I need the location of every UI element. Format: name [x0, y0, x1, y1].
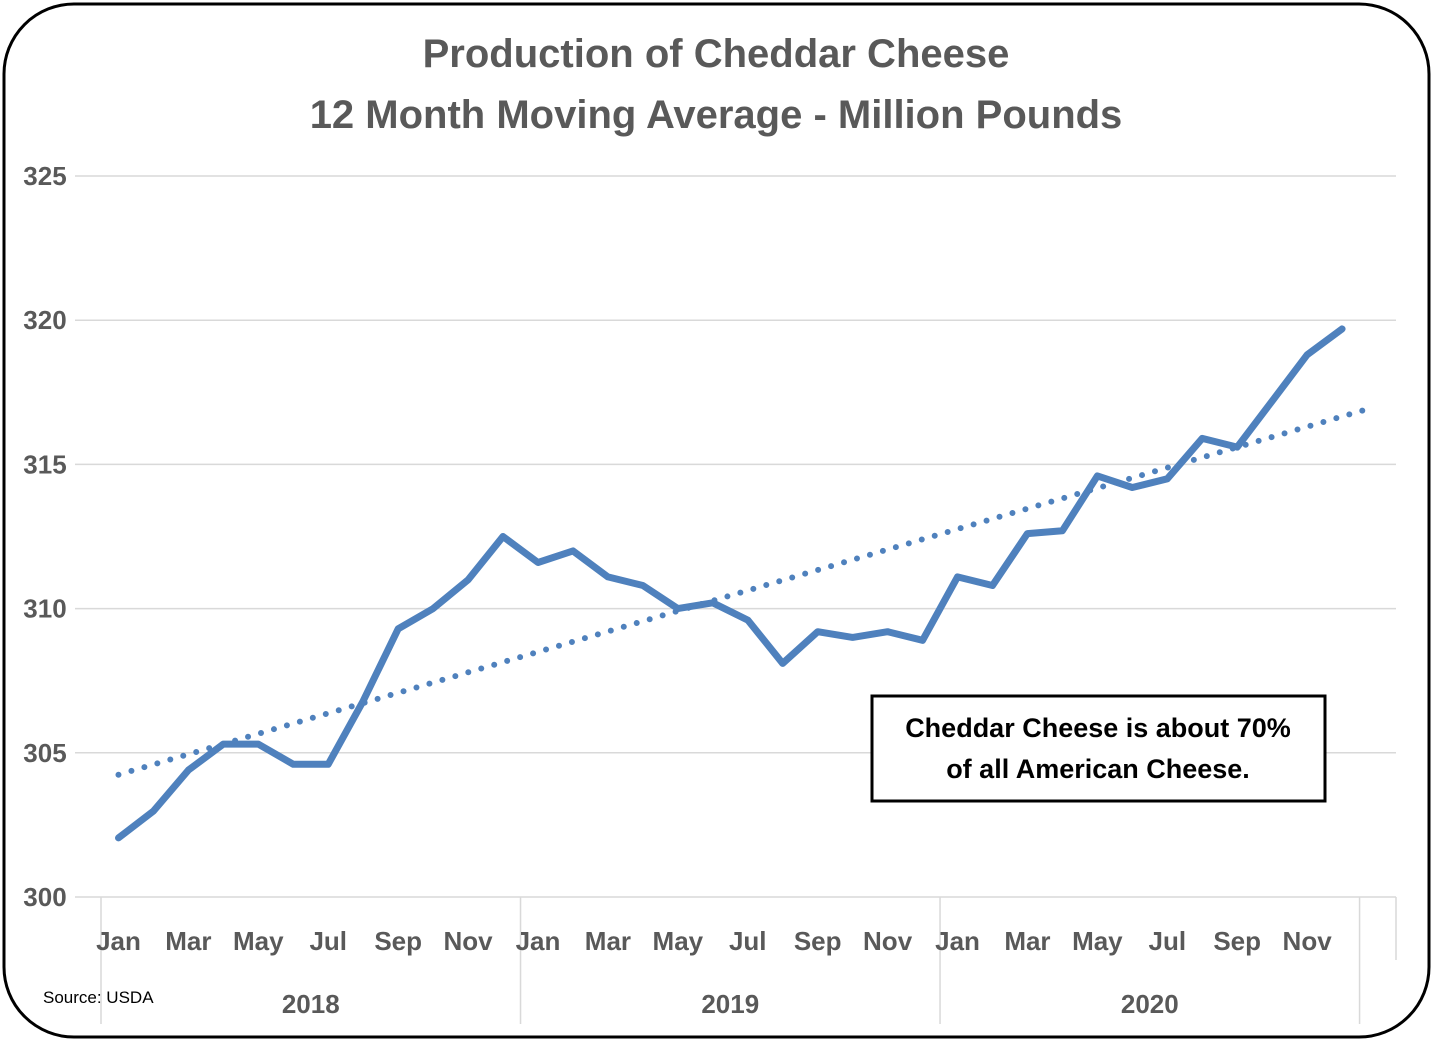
x-tick-label: May [653, 926, 704, 956]
x-tick-label: Mar [585, 926, 631, 956]
trendline-path [115, 406, 1370, 778]
annotation-line-1: Cheddar Cheese is about 70% [905, 713, 1291, 743]
annotation-box: Cheddar Cheese is about 70% of all Ameri… [870, 694, 1327, 803]
x-year-label: 2019 [701, 989, 759, 1019]
x-tick-label: Jan [935, 926, 980, 956]
x-tick-label: Sep [1213, 926, 1261, 956]
y-tick-label: 315 [23, 449, 66, 479]
x-year-label: 2018 [282, 989, 340, 1019]
x-tick-label: Mar [1004, 926, 1050, 956]
x-tick-label: Nov [1283, 926, 1333, 956]
x-tick-label: Nov [444, 926, 494, 956]
y-tick-label: 300 [23, 882, 66, 912]
x-tick-label: Jul [309, 926, 347, 956]
x-tick-label: Sep [794, 926, 842, 956]
x-tick-label: Nov [863, 926, 913, 956]
x-tick-label: Mar [165, 926, 211, 956]
x-tick-label: Jan [516, 926, 561, 956]
series-path [115, 325, 1346, 842]
x-tick-label: May [1072, 926, 1123, 956]
y-tick-label: 310 [23, 594, 66, 624]
x-year-label: 2020 [1121, 989, 1179, 1019]
chart-title-line-2: 12 Month Moving Average - Million Pounds [310, 93, 1123, 137]
series-line [115, 325, 1346, 842]
y-tick-label: 325 [23, 161, 66, 191]
x-axis: Jan Mar May Jul Sep Nov Jan Mar May Jul Sep Nov Jan M… [96, 897, 1397, 1024]
x-tick-label: Jul [729, 926, 767, 956]
x-tick-label: Jul [1148, 926, 1186, 956]
y-tick-label: 305 [23, 738, 66, 768]
annotation-line-2: of all American Cheese. [946, 754, 1250, 784]
chart-title-line-1: Production of Cheddar Cheese [423, 32, 1010, 76]
trendline [115, 406, 1370, 778]
y-tick-label: 320 [23, 305, 66, 335]
x-tick-label: Jan [96, 926, 141, 956]
source-note: Source: USDA [43, 988, 154, 1007]
y-axis-ticks: 300 305 310 315 320 325 [23, 161, 66, 912]
x-tick-label: Sep [374, 926, 422, 956]
gridlines [75, 175, 1396, 898]
x-tick-label: May [233, 926, 284, 956]
